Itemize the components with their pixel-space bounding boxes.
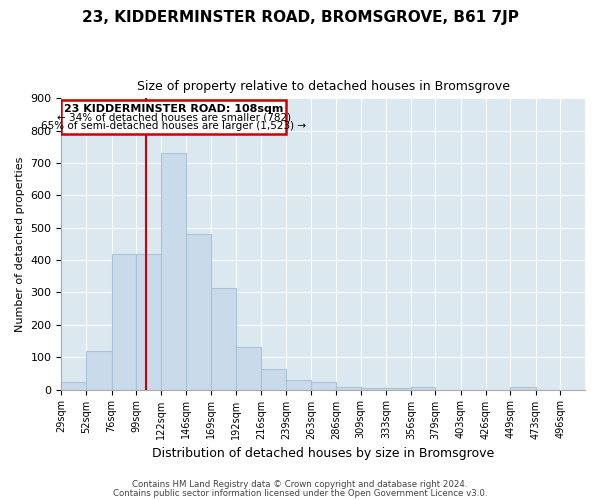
FancyBboxPatch shape — [61, 100, 286, 134]
Bar — [61, 382, 86, 390]
Bar — [211, 288, 236, 390]
Bar — [361, 388, 386, 390]
Text: 23, KIDDERMINSTER ROAD, BROMSGROVE, B61 7JP: 23, KIDDERMINSTER ROAD, BROMSGROVE, B61 … — [82, 10, 518, 25]
Bar — [386, 388, 411, 390]
Bar — [236, 346, 261, 390]
Text: ← 34% of detached houses are smaller (782): ← 34% of detached houses are smaller (78… — [56, 112, 290, 122]
Bar — [411, 388, 436, 390]
Y-axis label: Number of detached properties: Number of detached properties — [15, 156, 25, 332]
Bar — [136, 254, 161, 390]
Text: Contains HM Land Registry data © Crown copyright and database right 2024.: Contains HM Land Registry data © Crown c… — [132, 480, 468, 489]
Text: 65% of semi-detached houses are larger (1,523) →: 65% of semi-detached houses are larger (… — [41, 120, 306, 130]
Text: Contains public sector information licensed under the Open Government Licence v3: Contains public sector information licen… — [113, 489, 487, 498]
Bar — [261, 368, 286, 390]
Bar — [161, 154, 187, 390]
Bar — [286, 380, 311, 390]
Bar — [336, 387, 361, 390]
Bar — [187, 234, 211, 390]
Bar — [311, 382, 336, 390]
X-axis label: Distribution of detached houses by size in Bromsgrove: Distribution of detached houses by size … — [152, 447, 494, 460]
Text: 23 KIDDERMINSTER ROAD: 108sqm: 23 KIDDERMINSTER ROAD: 108sqm — [64, 104, 283, 114]
Bar — [112, 254, 136, 390]
Bar — [510, 387, 536, 390]
Title: Size of property relative to detached houses in Bromsgrove: Size of property relative to detached ho… — [137, 80, 510, 93]
Bar — [86, 350, 112, 390]
